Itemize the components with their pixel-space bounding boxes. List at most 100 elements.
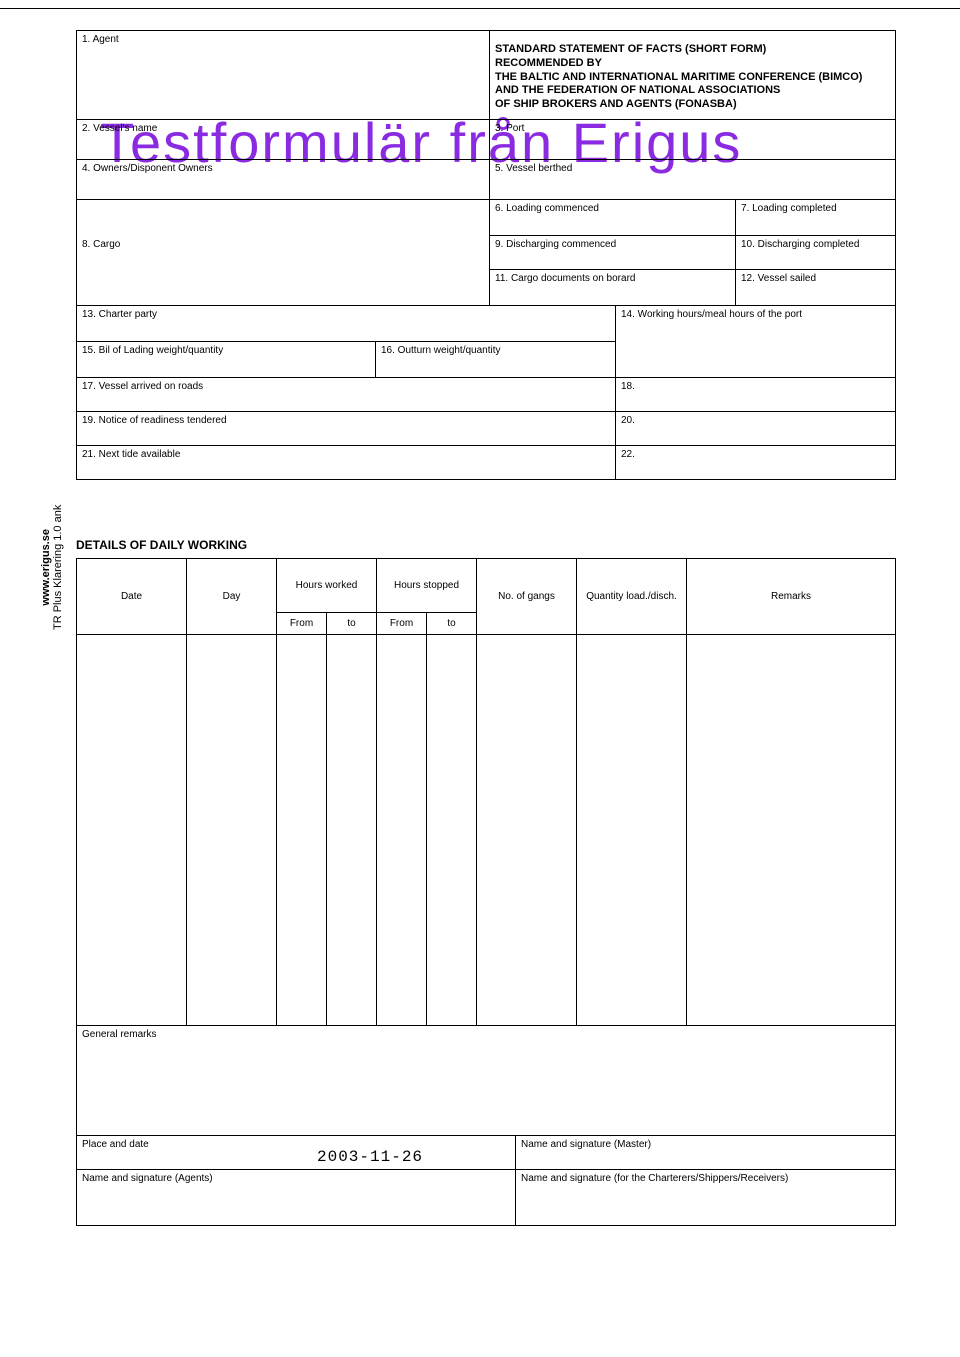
col-hours-worked: Hours worked From to	[277, 559, 377, 634]
col-date-label: Date	[121, 591, 142, 602]
field-20: 20.	[616, 412, 896, 446]
col-hours-worked-label: Hours worked	[296, 580, 358, 591]
label-21: 21. Next tide available	[82, 449, 180, 460]
header-line5: OF SHIP BROKERS AND AGENTS (FONASBA)	[495, 98, 890, 112]
field-place-date: Place and date 2003-11-26	[76, 1136, 516, 1170]
body-col-hw-to	[327, 635, 377, 1025]
field-working-hours: 14. Working hours/meal hours of the port	[616, 306, 896, 342]
field-cargo: 8. Cargo	[76, 236, 490, 270]
header-block: STANDARD STATEMENT OF FACTS (SHORT FORM)…	[490, 30, 896, 120]
col-hs-from: From	[377, 613, 427, 634]
page: www.erigus.se TR Plus Klarering 1.0 ank …	[0, 0, 960, 1357]
label-14: 14. Working hours/meal hours of the port	[621, 309, 802, 320]
col-gangs: No. of gangs	[477, 559, 577, 634]
header-line2: RECOMMENDED BY	[495, 57, 890, 71]
label-place-date: Place and date	[82, 1139, 149, 1150]
form-area: 1. Agent STANDARD STATEMENT OF FACTS (SH…	[76, 30, 896, 1226]
label-18: 18.	[621, 381, 635, 392]
details-title: DETAILS OF DAILY WORKING	[76, 538, 896, 552]
label-general-remarks: General remarks	[82, 1029, 156, 1040]
label-sig-charterers: Name and signature (for the Charterers/S…	[521, 1173, 788, 1184]
value-date: 2003-11-26	[317, 1148, 423, 1167]
field-arrived-roads: 17. Vessel arrived on roads	[76, 378, 616, 412]
col-hours-stopped-label: Hours stopped	[394, 580, 459, 591]
field-discharging-completed: 10. Discharging completed	[736, 236, 896, 270]
label-9: 9. Discharging commenced	[495, 239, 616, 250]
field-loading-commenced: 6. Loading commenced	[490, 200, 736, 236]
details-table: Date Day Hours worked From to Hou	[76, 558, 896, 1026]
field-cargo-docs: 11. Cargo documents on borard	[490, 270, 736, 306]
label-2: 2. Vessel's name	[82, 123, 157, 134]
col-remarks-label: Remarks	[771, 591, 811, 602]
details-body	[77, 635, 895, 1025]
field-port: 3. Port	[490, 120, 896, 160]
body-col-day	[187, 635, 277, 1025]
label-11: 11. Cargo documents on borard	[495, 273, 635, 284]
label-16: 16. Outturn weight/quantity	[381, 345, 501, 356]
label-13: 13. Charter party	[82, 309, 157, 320]
field-18: 18.	[616, 378, 896, 412]
label-7: 7. Loading completed	[741, 203, 837, 214]
field-loading-completed: 7. Loading completed	[736, 200, 896, 236]
field-22: 22.	[616, 446, 896, 480]
label-4: 4. Owners/Disponent Owners	[82, 163, 213, 174]
header-line4: AND THE FEDERATION OF NATIONAL ASSOCIATI…	[495, 84, 890, 98]
label-20: 20.	[621, 415, 635, 426]
label-22: 22.	[621, 449, 635, 460]
col-hs-to: to	[427, 613, 476, 634]
field-next-tide: 21. Next tide available	[76, 446, 616, 480]
body-col-hw-from	[277, 635, 327, 1025]
field-owners-ext	[76, 200, 490, 236]
field-berthed: 5. Vessel berthed	[490, 160, 896, 200]
col-hw-to: to	[327, 613, 376, 634]
col-day: Day	[187, 559, 277, 634]
body-col-gangs	[477, 635, 577, 1025]
field-nor: 19. Notice of readiness tendered	[76, 412, 616, 446]
body-col-date	[77, 635, 187, 1025]
body-col-quantity	[577, 635, 687, 1025]
label-12: 12. Vessel sailed	[741, 273, 816, 284]
col-quantity-label: Quantity load./disch.	[586, 591, 677, 602]
col-hours-stopped: Hours stopped From to	[377, 559, 477, 634]
field-cargo-ext	[76, 270, 490, 306]
label-sig-agents: Name and signature (Agents)	[82, 1173, 213, 1184]
field-vessel-sailed: 12. Vessel sailed	[736, 270, 896, 306]
col-gangs-label: No. of gangs	[498, 591, 555, 602]
field-sig-charterers: Name and signature (for the Charterers/S…	[516, 1170, 896, 1226]
side-url: www.erigus.se	[40, 529, 52, 606]
label-sig-master: Name and signature (Master)	[521, 1139, 651, 1150]
field-bl-weight: 15. Bil of Lading weight/quantity	[76, 342, 376, 378]
col-remarks: Remarks	[687, 559, 895, 634]
header-line3: THE BALTIC AND INTERNATIONAL MARITIME CO…	[495, 71, 890, 85]
label-3: 3. Port	[495, 123, 524, 134]
field-sig-agents: Name and signature (Agents)	[76, 1170, 516, 1226]
label-agent: 1. Agent	[82, 34, 119, 45]
side-credit: www.erigus.se TR Plus Klarering 1.0 ank	[40, 505, 64, 630]
label-19: 19. Notice of readiness tendered	[82, 415, 227, 426]
col-hw-from: From	[277, 613, 327, 634]
body-col-hs-from	[377, 635, 427, 1025]
side-product: TR Plus Klarering 1.0 ank	[52, 505, 64, 630]
body-col-remarks	[687, 635, 895, 1025]
field-agent: 1. Agent	[76, 30, 490, 120]
top-rule	[0, 8, 960, 9]
col-date: Date	[77, 559, 187, 634]
field-vessel-name: 2. Vessel's name	[76, 120, 490, 160]
label-10: 10. Discharging completed	[741, 239, 859, 250]
label-8: 8. Cargo	[82, 239, 120, 250]
body-col-hs-to	[427, 635, 477, 1025]
field-sig-master: Name and signature (Master)	[516, 1136, 896, 1170]
label-17: 17. Vessel arrived on roads	[82, 381, 203, 392]
label-15: 15. Bil of Lading weight/quantity	[82, 345, 223, 356]
col-quantity: Quantity load./disch.	[577, 559, 687, 634]
field-discharging-commenced: 9. Discharging commenced	[490, 236, 736, 270]
field-outturn: 16. Outturn weight/quantity	[376, 342, 616, 378]
field-working-hours-ext	[616, 342, 896, 378]
col-day-label: Day	[223, 591, 241, 602]
field-charter-party: 13. Charter party	[76, 306, 616, 342]
field-general-remarks: General remarks	[76, 1026, 896, 1136]
label-6: 6. Loading commenced	[495, 203, 599, 214]
field-owners: 4. Owners/Disponent Owners	[76, 160, 490, 200]
label-5: 5. Vessel berthed	[495, 163, 572, 174]
header-title: STANDARD STATEMENT OF FACTS (SHORT FORM)	[495, 43, 890, 57]
